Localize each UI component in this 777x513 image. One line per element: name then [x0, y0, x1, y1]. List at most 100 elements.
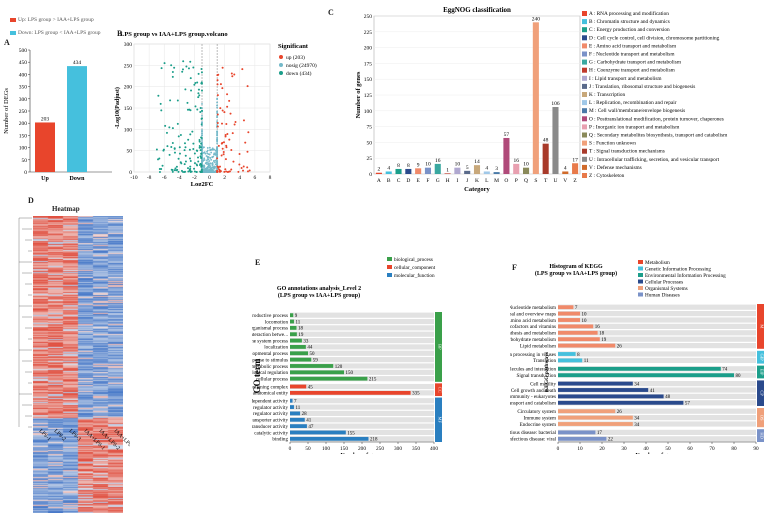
b-point-up — [241, 68, 244, 71]
b-point-up — [230, 149, 233, 152]
e-bar — [290, 357, 312, 362]
b-point-nosig — [207, 153, 210, 156]
f-row-track — [558, 317, 756, 323]
c-bar-v — [562, 171, 569, 174]
f-group-strip — [757, 380, 764, 406]
b-point-down — [196, 149, 199, 152]
b-point-up — [234, 121, 237, 124]
f-x-tick-label: 60 — [687, 446, 693, 452]
c-x-tick-label: A — [377, 178, 381, 184]
f-bar-value: 26 — [617, 410, 623, 415]
b-point-up — [232, 160, 235, 163]
panel-label-e: E — [255, 258, 261, 267]
e-bar-value: 335 — [412, 392, 420, 397]
f-x-tick-label: 80 — [731, 446, 737, 452]
b-point-down — [188, 157, 191, 160]
f-bar-value: 22 — [608, 438, 614, 443]
c-bar-value: 8 — [407, 163, 410, 169]
b-point-nosig — [201, 160, 203, 163]
f-bar — [558, 400, 684, 405]
e-bar — [290, 390, 411, 395]
f-term-label: Infectious disease: bacterial — [510, 429, 557, 436]
e-bar-value: 33 — [303, 339, 309, 344]
e-row-track — [290, 318, 434, 325]
e-row-track — [290, 357, 434, 363]
e-bar — [290, 345, 306, 349]
b-point-up — [225, 123, 228, 126]
f-bar — [558, 394, 664, 399]
b-point-down — [158, 167, 161, 170]
c-bar-g — [434, 163, 441, 174]
b-point-up — [233, 123, 236, 126]
f-bar — [558, 318, 580, 322]
c-bar-m — [493, 172, 500, 174]
e-row-track — [290, 331, 434, 337]
b-point-up — [217, 73, 220, 76]
b-point-nosig — [216, 139, 219, 141]
c-y-tick-label: 50 — [367, 140, 373, 146]
b-point-down — [186, 167, 189, 170]
chart-e-go: biological_process cellular_componentmole… — [252, 257, 443, 454]
e-legend-entry: molecular_function — [394, 272, 435, 279]
c-x-tick-label: I — [456, 178, 458, 184]
f-row-track — [558, 357, 756, 363]
b-point-down — [192, 66, 195, 69]
c-x-tick-label: Q — [524, 178, 528, 184]
f-x-tick-label: 50 — [665, 446, 671, 452]
e-group-strip — [435, 383, 442, 397]
b-point-up — [216, 94, 219, 97]
c-bar-value: 3 — [495, 166, 498, 172]
b-x-tick-label: 8 — [269, 175, 272, 181]
f-legend-swatch — [638, 273, 643, 277]
b-point-nosig — [206, 149, 209, 152]
b-point-nosig — [216, 152, 219, 155]
f-term-label: Endocrine system — [520, 422, 556, 428]
b-point-down — [189, 77, 192, 80]
b-point-nosig — [216, 151, 219, 154]
b-point-down — [190, 89, 193, 92]
b-point-nosig — [216, 116, 219, 119]
b-x-tick-label: 4 — [238, 175, 241, 181]
b-point-nosig — [206, 156, 209, 159]
e-group-strip — [435, 312, 442, 382]
b-point-down — [188, 148, 191, 151]
c-y-tick-label: 225 — [364, 30, 373, 36]
b-point-nosig — [207, 158, 209, 161]
f-term-label: Metabolism of cofactors and vitamins — [510, 323, 556, 330]
e-row-track — [290, 410, 434, 416]
c-bar-h — [444, 173, 451, 174]
c-bar-u — [552, 107, 559, 174]
e-x-tick-label: 400 — [430, 446, 438, 452]
b-point-nosig — [216, 106, 219, 109]
f-x-tick-label: 90 — [753, 446, 759, 452]
b-point-nosig — [210, 149, 212, 151]
c-y-tick-label: 200 — [364, 46, 373, 52]
f-bar — [558, 358, 583, 363]
c-bar-l — [483, 171, 490, 174]
e-term-label: biological regulation — [252, 370, 288, 376]
a-y-tick-label: 500 — [19, 48, 28, 54]
b-point-down — [198, 94, 201, 97]
b-point-down — [188, 108, 191, 111]
c-legend-swatch — [582, 124, 587, 130]
e-bar-value: 11 — [295, 406, 300, 411]
c-bar-k — [473, 165, 481, 174]
c-legend-entry: B : Chromatin structure and dynamics — [589, 19, 670, 25]
a-y-tick-label: 100 — [19, 146, 28, 152]
c-bar-s — [532, 22, 539, 174]
b-point-down — [194, 105, 197, 108]
b-point-nosig — [211, 147, 214, 150]
b-point-nosig — [203, 165, 206, 168]
b-point-down — [198, 138, 201, 141]
b-y-tick-label: 250 — [124, 63, 133, 69]
f-term-label: Signaling molecules and interaction — [510, 367, 556, 373]
c-legend-entry: D : Cell cycle control, cell division, c… — [589, 35, 720, 41]
b-point-down — [166, 145, 169, 148]
f-row-track — [558, 323, 756, 329]
c-legend-entry: K : Transcription — [589, 92, 626, 98]
c-legend-swatch — [582, 51, 587, 57]
e-row-track — [290, 338, 434, 344]
b-point-nosig — [209, 162, 212, 165]
f-term-label: Cell growth and death — [511, 388, 557, 394]
f-bar-value: 41 — [650, 389, 656, 394]
